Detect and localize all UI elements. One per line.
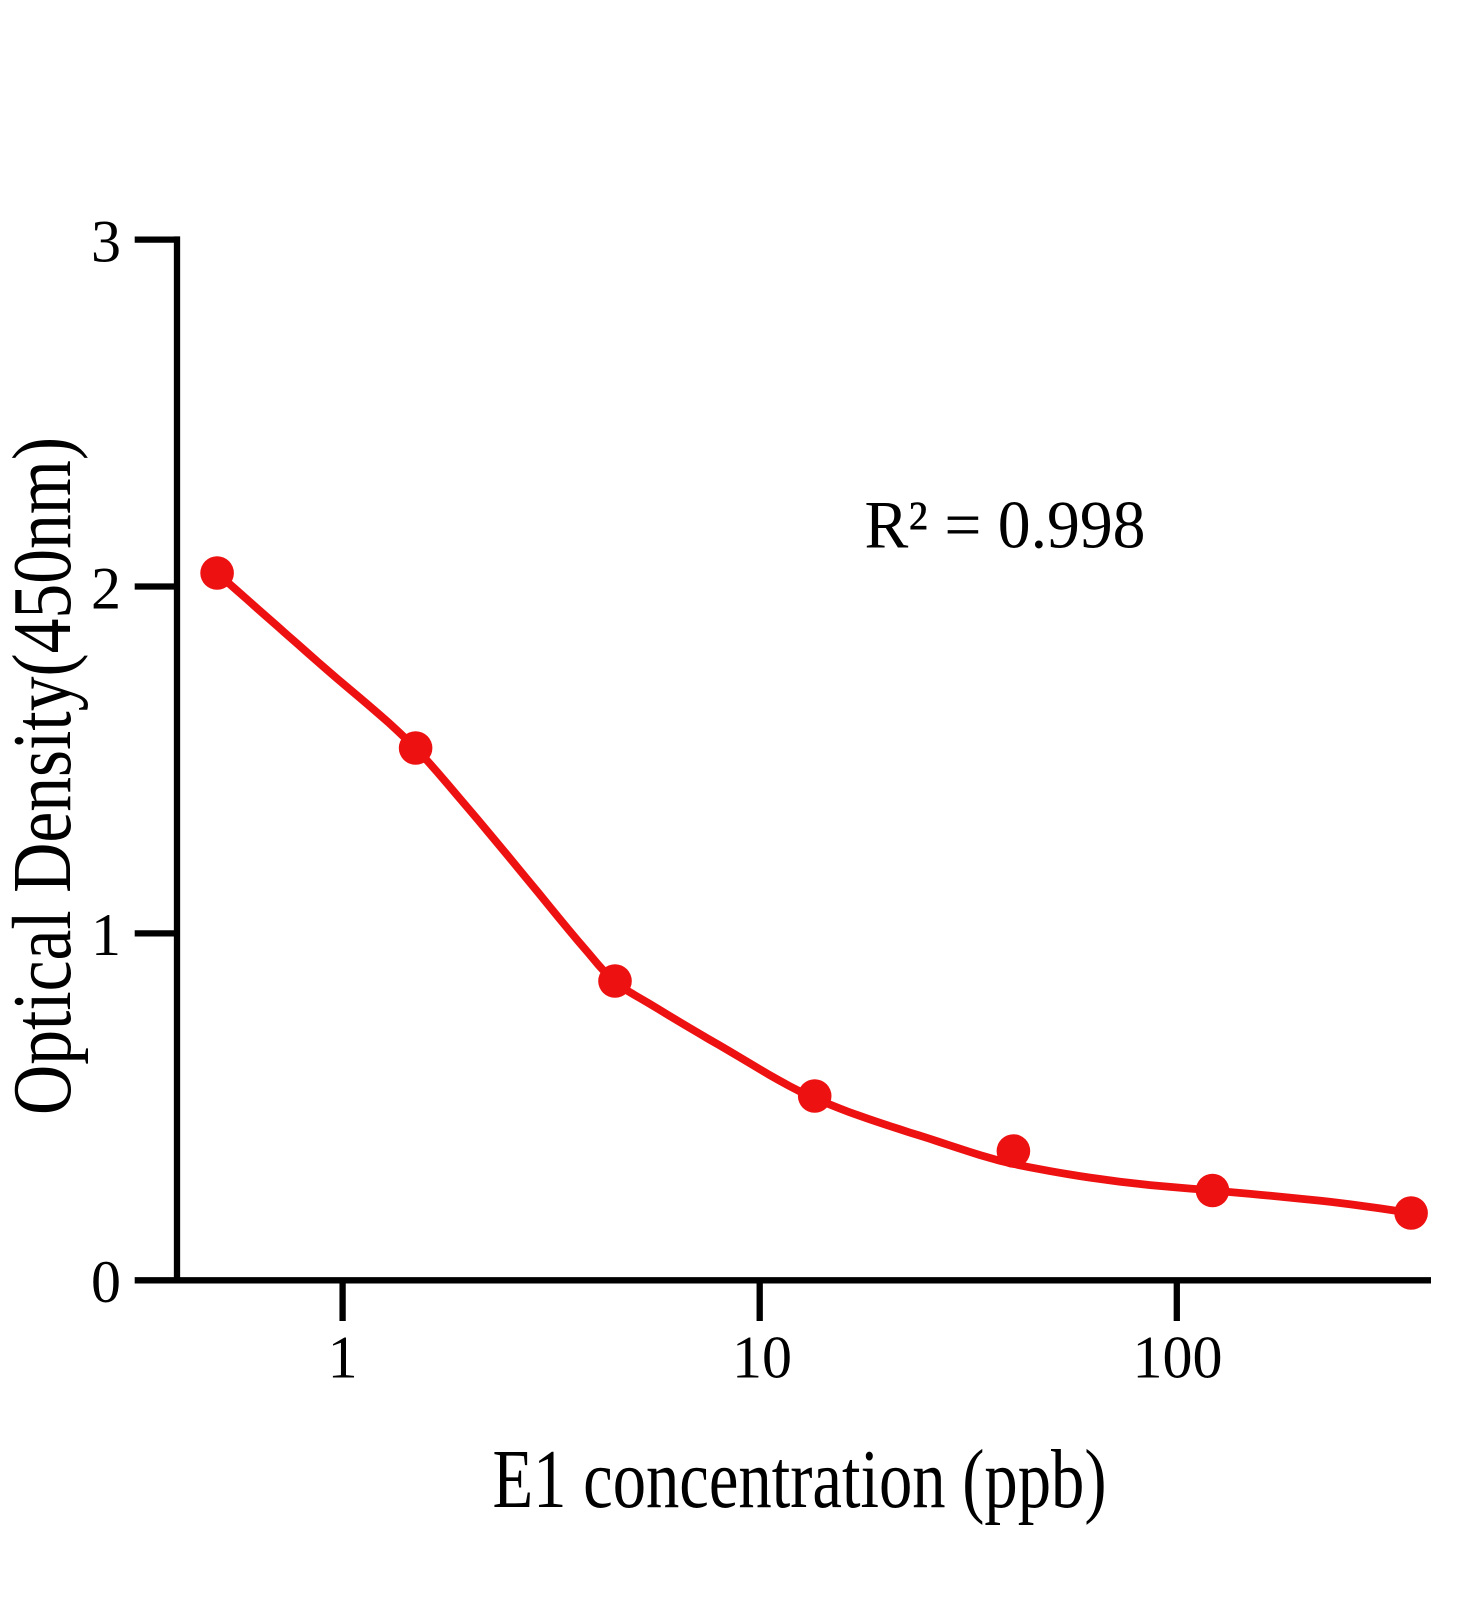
svg-text:R² = 0.998: R² = 0.998: [865, 487, 1146, 563]
svg-text:0: 0: [91, 1249, 121, 1315]
svg-text:2: 2: [91, 555, 121, 621]
svg-text:Optical Density(450nm): Optical Density(450nm): [0, 437, 89, 1115]
svg-text:E1 concentration (ppb): E1 concentration (ppb): [493, 1433, 1107, 1526]
svg-text:1: 1: [328, 1325, 358, 1391]
svg-text:10: 10: [732, 1325, 792, 1391]
svg-text:100: 100: [1133, 1325, 1223, 1391]
svg-text:3: 3: [91, 208, 121, 274]
svg-text:1: 1: [91, 902, 121, 968]
